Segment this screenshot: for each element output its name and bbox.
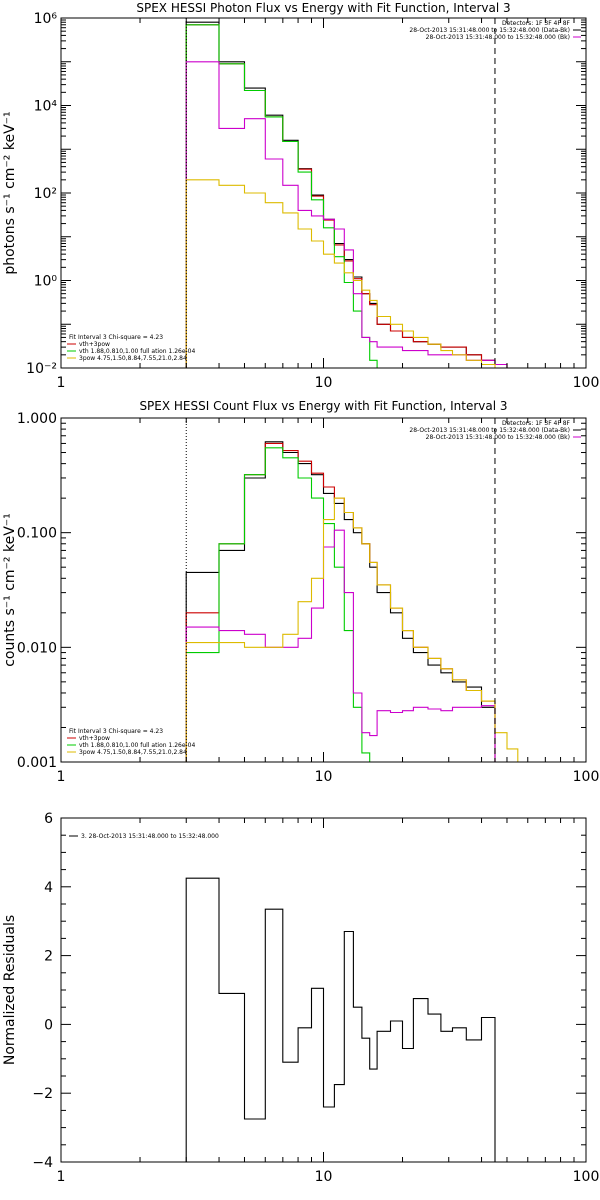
- legend-left-text: vth+3pow: [79, 735, 110, 742]
- plot-frame: [60, 17, 587, 369]
- series-line-4: [185, 61, 508, 368]
- y-tick-label: 6: [44, 811, 53, 827]
- chart-title: SPEX HESSI Count Flux vs Energy with Fit…: [139, 399, 507, 413]
- y-tick-label: 2: [44, 949, 53, 965]
- y-tick-label: 0: [44, 1017, 53, 1033]
- y-tick-label: −2: [32, 1086, 53, 1102]
- y-axis-label: Normalized Residuals: [2, 915, 18, 1065]
- y-tick-label: 1.000: [17, 411, 57, 427]
- y-tick-label: 10⁴: [34, 99, 58, 115]
- x-tick-label: 1: [57, 769, 66, 785]
- legend-left-text: Fit Interval 3 Chi-square = 4.23: [69, 334, 163, 341]
- legend-left-text: vth 1.88,0.810,1.00 full ation 1.26e-04: [79, 742, 195, 749]
- y-tick-label: 10⁻²: [26, 361, 57, 377]
- y-axis-label: counts s⁻¹ cm⁻² keV⁻¹: [2, 513, 18, 667]
- legend-left-text: vth+3pow: [79, 341, 110, 348]
- legend-right-text: 28-Oct-2013 15:31:48.000 to 15:32:48.000…: [426, 34, 570, 41]
- y-tick-label: 10⁶: [34, 11, 58, 27]
- legend-left-text: 3pow 4.75,1.50,8.84,7.55,21.0,2.84: [79, 749, 187, 756]
- legend-right-text: Detectors: 1F 3F 4F 8F: [502, 420, 571, 427]
- legend-right-text: 28-Oct-2013 15:31:48.000 to 15:32:48.000…: [426, 434, 570, 441]
- series-line-3: [185, 447, 371, 762]
- series-line-4: [185, 529, 496, 762]
- x-tick-label: 100: [573, 769, 600, 785]
- y-axis-label: photons s⁻¹ cm⁻² keV⁻¹: [2, 111, 18, 274]
- x-tick-label: 100: [573, 1169, 600, 1185]
- x-tick-label: 1: [57, 375, 66, 391]
- series-line-5: [185, 497, 528, 762]
- y-tick-label: −4: [32, 1155, 53, 1171]
- y-tick-label: 0.100: [17, 526, 57, 542]
- series-line-2: [185, 442, 496, 762]
- legend-right-text: 28-Oct-2013 15:31:48.000 to 15:32:48.000…: [409, 427, 570, 434]
- series-line-2: [185, 24, 508, 368]
- series-line-3: [185, 24, 391, 368]
- legend-right-text: 28-Oct-2013 15:31:48.000 to 15:32:48.000…: [409, 27, 570, 34]
- series-line-1: [185, 877, 496, 1162]
- series-line-1: [185, 441, 496, 762]
- y-tick-label: 4: [44, 880, 53, 896]
- legend-left-text: Fit Interval 3 Chi-square = 4.23: [69, 728, 163, 735]
- series-line-1: [185, 21, 508, 368]
- y-tick-label: 0.001: [17, 755, 57, 771]
- chart-3: 1 10 100 −4 −2 0 2 4 6 Normalized Residuals 3. 28-…: [2, 811, 599, 1185]
- x-tick-label: 10: [315, 769, 333, 785]
- series-line-5: [185, 179, 507, 368]
- chart-1: SPEX HESSI Photon Flux vs Energy with Fi…: [2, 1, 599, 391]
- legend-left-text: 3. 28-Oct-2013 15:31:48.000 to 15:32:48.…: [81, 833, 219, 840]
- y-tick-label: 10²: [34, 186, 57, 202]
- chart-title: SPEX HESSI Photon Flux vs Energy with Fi…: [136, 1, 510, 15]
- y-tick-label: 10⁰: [34, 274, 58, 290]
- x-tick-label: 10: [315, 1169, 333, 1185]
- y-tick-label: 0.010: [17, 640, 57, 656]
- legend-left-text: 3pow 4.75,1.50,8.84,7.55,21.0,2.84: [79, 355, 187, 362]
- x-tick-label: 10: [315, 375, 333, 391]
- chart-2: SPEX HESSI Count Flux vs Energy with Fit…: [2, 399, 599, 785]
- legend-right-text: Detectors: 1F 3F 4F 8F: [502, 20, 571, 27]
- x-tick-label: 1: [57, 1169, 66, 1185]
- legend-left-text: vth 1.88,0.810,1.00 full ation 1.26e-04: [79, 348, 195, 355]
- x-tick-label: 100: [573, 375, 600, 391]
